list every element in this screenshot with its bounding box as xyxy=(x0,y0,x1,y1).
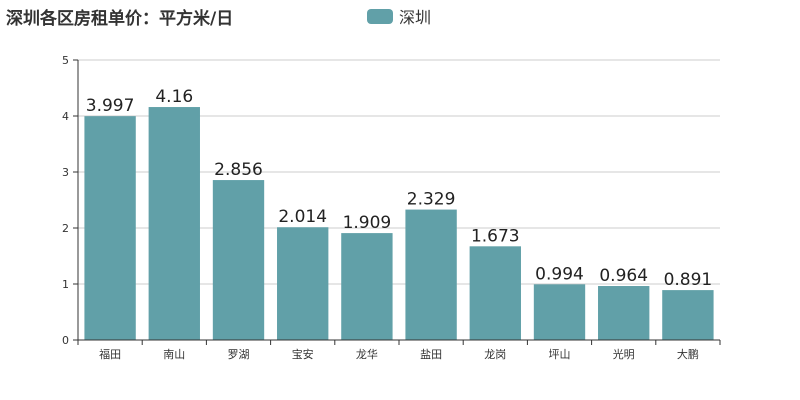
bar xyxy=(598,286,650,340)
chart-title: 深圳各区房租单价：平方米/日 xyxy=(6,9,234,29)
data-label: 1.909 xyxy=(343,213,392,233)
data-label: 3.997 xyxy=(86,96,135,116)
bar xyxy=(212,180,265,340)
labels: 3.997 4.16 2.856 2.014 1.909 2.329 1.673 0.994 0… xyxy=(86,87,712,290)
y-tick-label: 1 xyxy=(62,278,69,291)
x-tick-label: 盐田 xyxy=(420,348,442,361)
bar xyxy=(405,209,457,340)
x-tick-label: 福田 xyxy=(99,347,121,361)
axes: 0 1 2 3 4 5 福田 南山 罗湖 宝安 龙华 盐田 龙岗 坪山 光明 大鹏 xyxy=(62,54,721,361)
y-tick-label: 5 xyxy=(62,54,69,67)
y-tick-label: 3 xyxy=(62,166,69,179)
x-tick-label: 龙华 xyxy=(356,347,378,361)
data-label: 2.856 xyxy=(214,160,263,180)
data-label: 1.673 xyxy=(471,226,520,246)
legend-swatch xyxy=(367,8,393,24)
x-tick-label: 大鹏 xyxy=(677,347,699,361)
bar xyxy=(148,107,200,340)
x-tick-label: 宝安 xyxy=(292,347,314,361)
data-label: 2.329 xyxy=(407,190,456,210)
x-tick-label: 南山 xyxy=(163,348,185,361)
data-label: 2.014 xyxy=(278,207,327,227)
x-tick-label: 光明 xyxy=(613,347,635,361)
y-tick-label: 0 xyxy=(62,334,69,347)
x-tick-label: 罗湖 xyxy=(228,348,250,361)
data-label: 0.994 xyxy=(535,264,584,284)
data-label: 0.891 xyxy=(664,270,713,290)
x-tick-label: 坪山 xyxy=(549,348,571,361)
bar xyxy=(84,116,136,340)
y-tick-label: 2 xyxy=(62,222,69,235)
legend-label: 深圳 xyxy=(399,8,432,27)
bar xyxy=(533,284,586,340)
bar xyxy=(662,290,714,340)
x-tick-label: 龙岗 xyxy=(484,348,506,361)
data-label: 4.16 xyxy=(155,87,193,107)
y-tick-label: 4 xyxy=(62,110,69,123)
data-label: 0.964 xyxy=(599,266,648,286)
bar xyxy=(341,233,393,340)
bar xyxy=(469,246,521,340)
bar xyxy=(277,227,329,340)
bars xyxy=(84,107,714,340)
legend[interactable]: 深圳 xyxy=(367,4,431,28)
